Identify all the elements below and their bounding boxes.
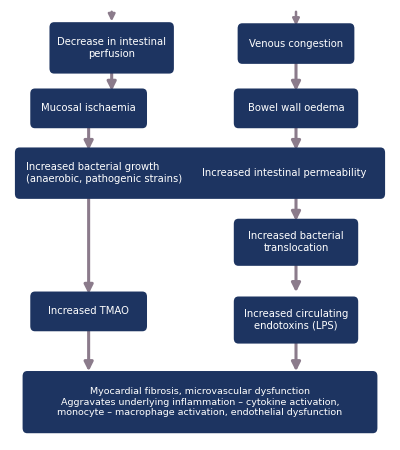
Text: Increased bacterial growth
(anaerobic, pathogenic strains): Increased bacterial growth (anaerobic, p…: [26, 162, 182, 184]
FancyBboxPatch shape: [22, 371, 378, 433]
FancyBboxPatch shape: [234, 219, 358, 266]
FancyBboxPatch shape: [15, 148, 385, 199]
FancyBboxPatch shape: [234, 297, 358, 344]
Text: Increased circulating
endotoxins (LPS): Increased circulating endotoxins (LPS): [244, 309, 348, 331]
FancyBboxPatch shape: [50, 22, 174, 74]
Text: Increased intestinal permeability: Increased intestinal permeability: [202, 168, 367, 178]
FancyBboxPatch shape: [238, 23, 354, 64]
Text: Myocardial fibrosis, microvascular dysfunction
Aggravates underlying inflammatio: Myocardial fibrosis, microvascular dysfu…: [58, 387, 342, 417]
Text: Mucosal ischaemia: Mucosal ischaemia: [41, 104, 136, 113]
Text: Decrease in intestinal
perfusion: Decrease in intestinal perfusion: [57, 37, 166, 58]
Text: Bowel wall oedema: Bowel wall oedema: [248, 104, 344, 113]
Text: Increased TMAO: Increased TMAO: [48, 306, 129, 316]
Text: Increased bacterial
translocation: Increased bacterial translocation: [248, 231, 344, 253]
Text: Venous congestion: Venous congestion: [249, 39, 343, 49]
FancyBboxPatch shape: [30, 292, 147, 331]
FancyBboxPatch shape: [30, 89, 147, 128]
FancyBboxPatch shape: [234, 89, 358, 128]
